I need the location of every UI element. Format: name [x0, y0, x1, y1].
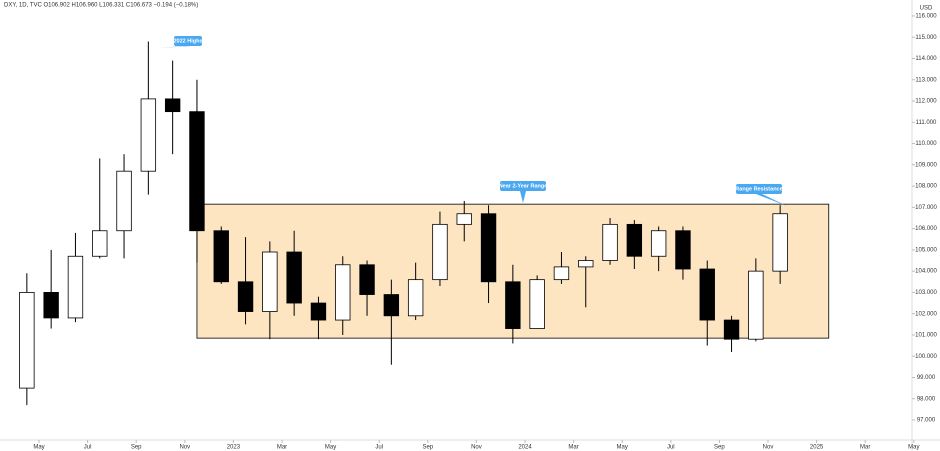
callout-text: Near 2-Year Range [499, 183, 548, 189]
candle-body [359, 264, 375, 295]
x-tick-label: Nov [179, 445, 190, 451]
candle-body [480, 213, 497, 283]
candle-body [92, 230, 108, 257]
candle-body [19, 292, 35, 389]
y-tick-label: 109.000 [915, 162, 937, 168]
x-tick-label: May [325, 445, 336, 451]
x-tick-label: Jul [375, 445, 383, 451]
candle-body [505, 281, 521, 329]
candle-body [407, 279, 424, 317]
y-tick-label: 111.000 [916, 120, 937, 126]
callout [500, 181, 546, 191]
candle-body [748, 270, 764, 340]
candle-body [164, 98, 181, 113]
y-tick-label: 101.000 [915, 333, 937, 339]
y-tick-label: 116.000 [915, 14, 937, 20]
candle-body [626, 223, 643, 257]
y-tick-label: 106.000 [915, 226, 937, 232]
candle-body [67, 255, 84, 319]
x-tick-label: Jul [84, 445, 92, 451]
x-tick-label: May [33, 445, 44, 451]
candle-body [189, 111, 205, 232]
callout-pointer [756, 194, 787, 206]
y-tick-label: 97.000 [917, 418, 936, 424]
x-tick-label: 2025 [810, 445, 824, 451]
candle-body [772, 213, 788, 272]
candle-body [529, 279, 545, 329]
candle-body [116, 170, 132, 232]
candle-body [675, 230, 691, 270]
x-tick-label: Nov [471, 445, 482, 451]
x-tick-label: May [617, 445, 628, 451]
x-tick-label: Sep [131, 445, 142, 451]
y-tick-label: 100.000 [915, 354, 937, 360]
annotation: Range Resistance [735, 184, 787, 206]
callout-text: Range Resistance [735, 186, 782, 192]
y-tick-label: 103.000 [915, 290, 937, 296]
y-tick-label: 108.000 [915, 184, 937, 190]
x-tick-label: May [908, 445, 919, 451]
annotation: Near 2-Year Range [499, 181, 548, 203]
candle-body [286, 251, 302, 304]
callout-pointer [158, 46, 191, 48]
y-tick-label: 102.000 [915, 311, 937, 317]
callout [736, 184, 782, 194]
y-tick-label: 115.000 [915, 35, 937, 41]
candle-body [383, 294, 400, 317]
x-tick-label: Mar [568, 445, 578, 451]
x-tick-label: 2023 [227, 445, 241, 451]
candle-body [553, 266, 570, 281]
y-tick-label: 105.000 [915, 247, 937, 253]
callout [174, 36, 202, 46]
candle-body [650, 230, 667, 257]
candle-body [699, 268, 715, 321]
candle-body [432, 223, 448, 281]
candle-body [140, 98, 157, 172]
y-tick-label: 114.000 [915, 56, 937, 62]
y-tick-label: 112.000 [915, 99, 937, 105]
candle-body [602, 223, 618, 261]
annotation: 2022 Highs [158, 36, 203, 48]
y-tick-label: 113.000 [915, 77, 937, 83]
x-tick-label: Sep [422, 445, 433, 451]
x-tick-label: Mar [277, 445, 287, 451]
candle-body [578, 260, 594, 268]
candle-body [310, 302, 327, 321]
candle-body [237, 281, 254, 312]
x-tick-label: Jul [667, 445, 675, 451]
currency: USD [920, 6, 933, 12]
y-tick-label: 104.000 [915, 269, 937, 275]
x-tick-label: Mar [860, 445, 870, 451]
y-tick-label: 107.000 [915, 205, 937, 211]
callout-pointer [520, 191, 526, 203]
x-tick-label: Sep [714, 445, 725, 451]
candle-body [335, 264, 351, 321]
header: DXY, 1D, TVC O106.902 H106.960 L106.331 … [4, 3, 198, 9]
candle-body [262, 251, 278, 312]
y-tick-label: 110.000 [915, 141, 937, 147]
candle-body [456, 213, 472, 225]
candle-body [723, 319, 740, 340]
x-tick-label: Nov [763, 445, 774, 451]
y-tick-label: 98.000 [917, 396, 936, 402]
candle-body [213, 230, 229, 283]
x-tick-label: 2024 [518, 445, 532, 451]
callout-text: 2022 Highs [173, 38, 202, 44]
y-tick-label: 99.000 [917, 375, 936, 381]
candle-body [43, 292, 59, 319]
